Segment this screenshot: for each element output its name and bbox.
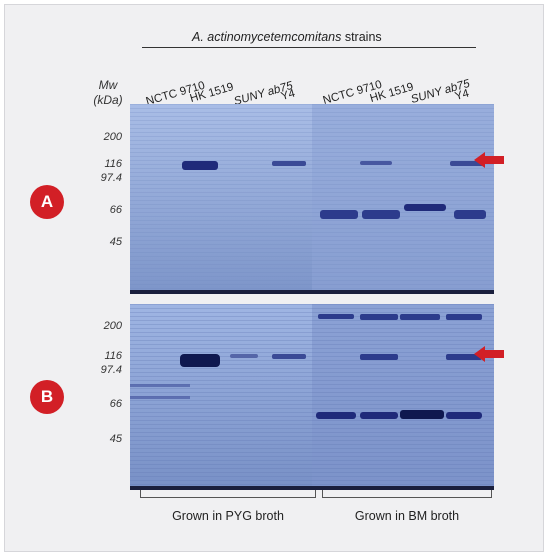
mw-axis-label: Mw (kDa) xyxy=(86,78,130,108)
panel-b-mw-66: 66 xyxy=(109,398,122,410)
gel-panel-b xyxy=(130,304,494,490)
bm-bracket xyxy=(322,490,492,498)
panel-a-mw-97: 97.4 xyxy=(100,172,122,184)
panel-a-mw-116: 116 xyxy=(104,158,122,170)
figure-title: A. actinomycetemcomitans strains xyxy=(192,30,452,44)
panel-a-mw-200: 200 xyxy=(103,131,122,143)
panel-a-mw-66: 66 xyxy=(109,204,122,216)
panel-b-badge: B xyxy=(30,380,64,414)
panel-a-mw-45: 45 xyxy=(109,236,122,248)
mw-label: Mw xyxy=(98,78,118,92)
panel-b-mw-200: 200 xyxy=(103,320,122,332)
red-arrow-icon xyxy=(474,346,504,362)
title-suffix: strains xyxy=(341,30,382,44)
panel-b-mw-97: 97.4 xyxy=(100,364,122,376)
title-underline xyxy=(142,47,476,48)
pyg-group-label: Grown in PYG broth xyxy=(172,509,284,523)
panel-a-badge: A xyxy=(30,185,64,219)
panel-b-mw-45: 45 xyxy=(109,433,122,445)
bm-group-label: Grown in BM broth xyxy=(354,509,460,523)
kda-label: (kDa) xyxy=(93,93,123,107)
gel-panel-a xyxy=(130,104,494,294)
red-arrow-icon xyxy=(474,152,504,168)
panel-b-mw-116: 116 xyxy=(104,350,122,362)
pyg-bracket xyxy=(140,490,316,498)
species-name: A. actinomycetemcomitans xyxy=(192,30,342,44)
